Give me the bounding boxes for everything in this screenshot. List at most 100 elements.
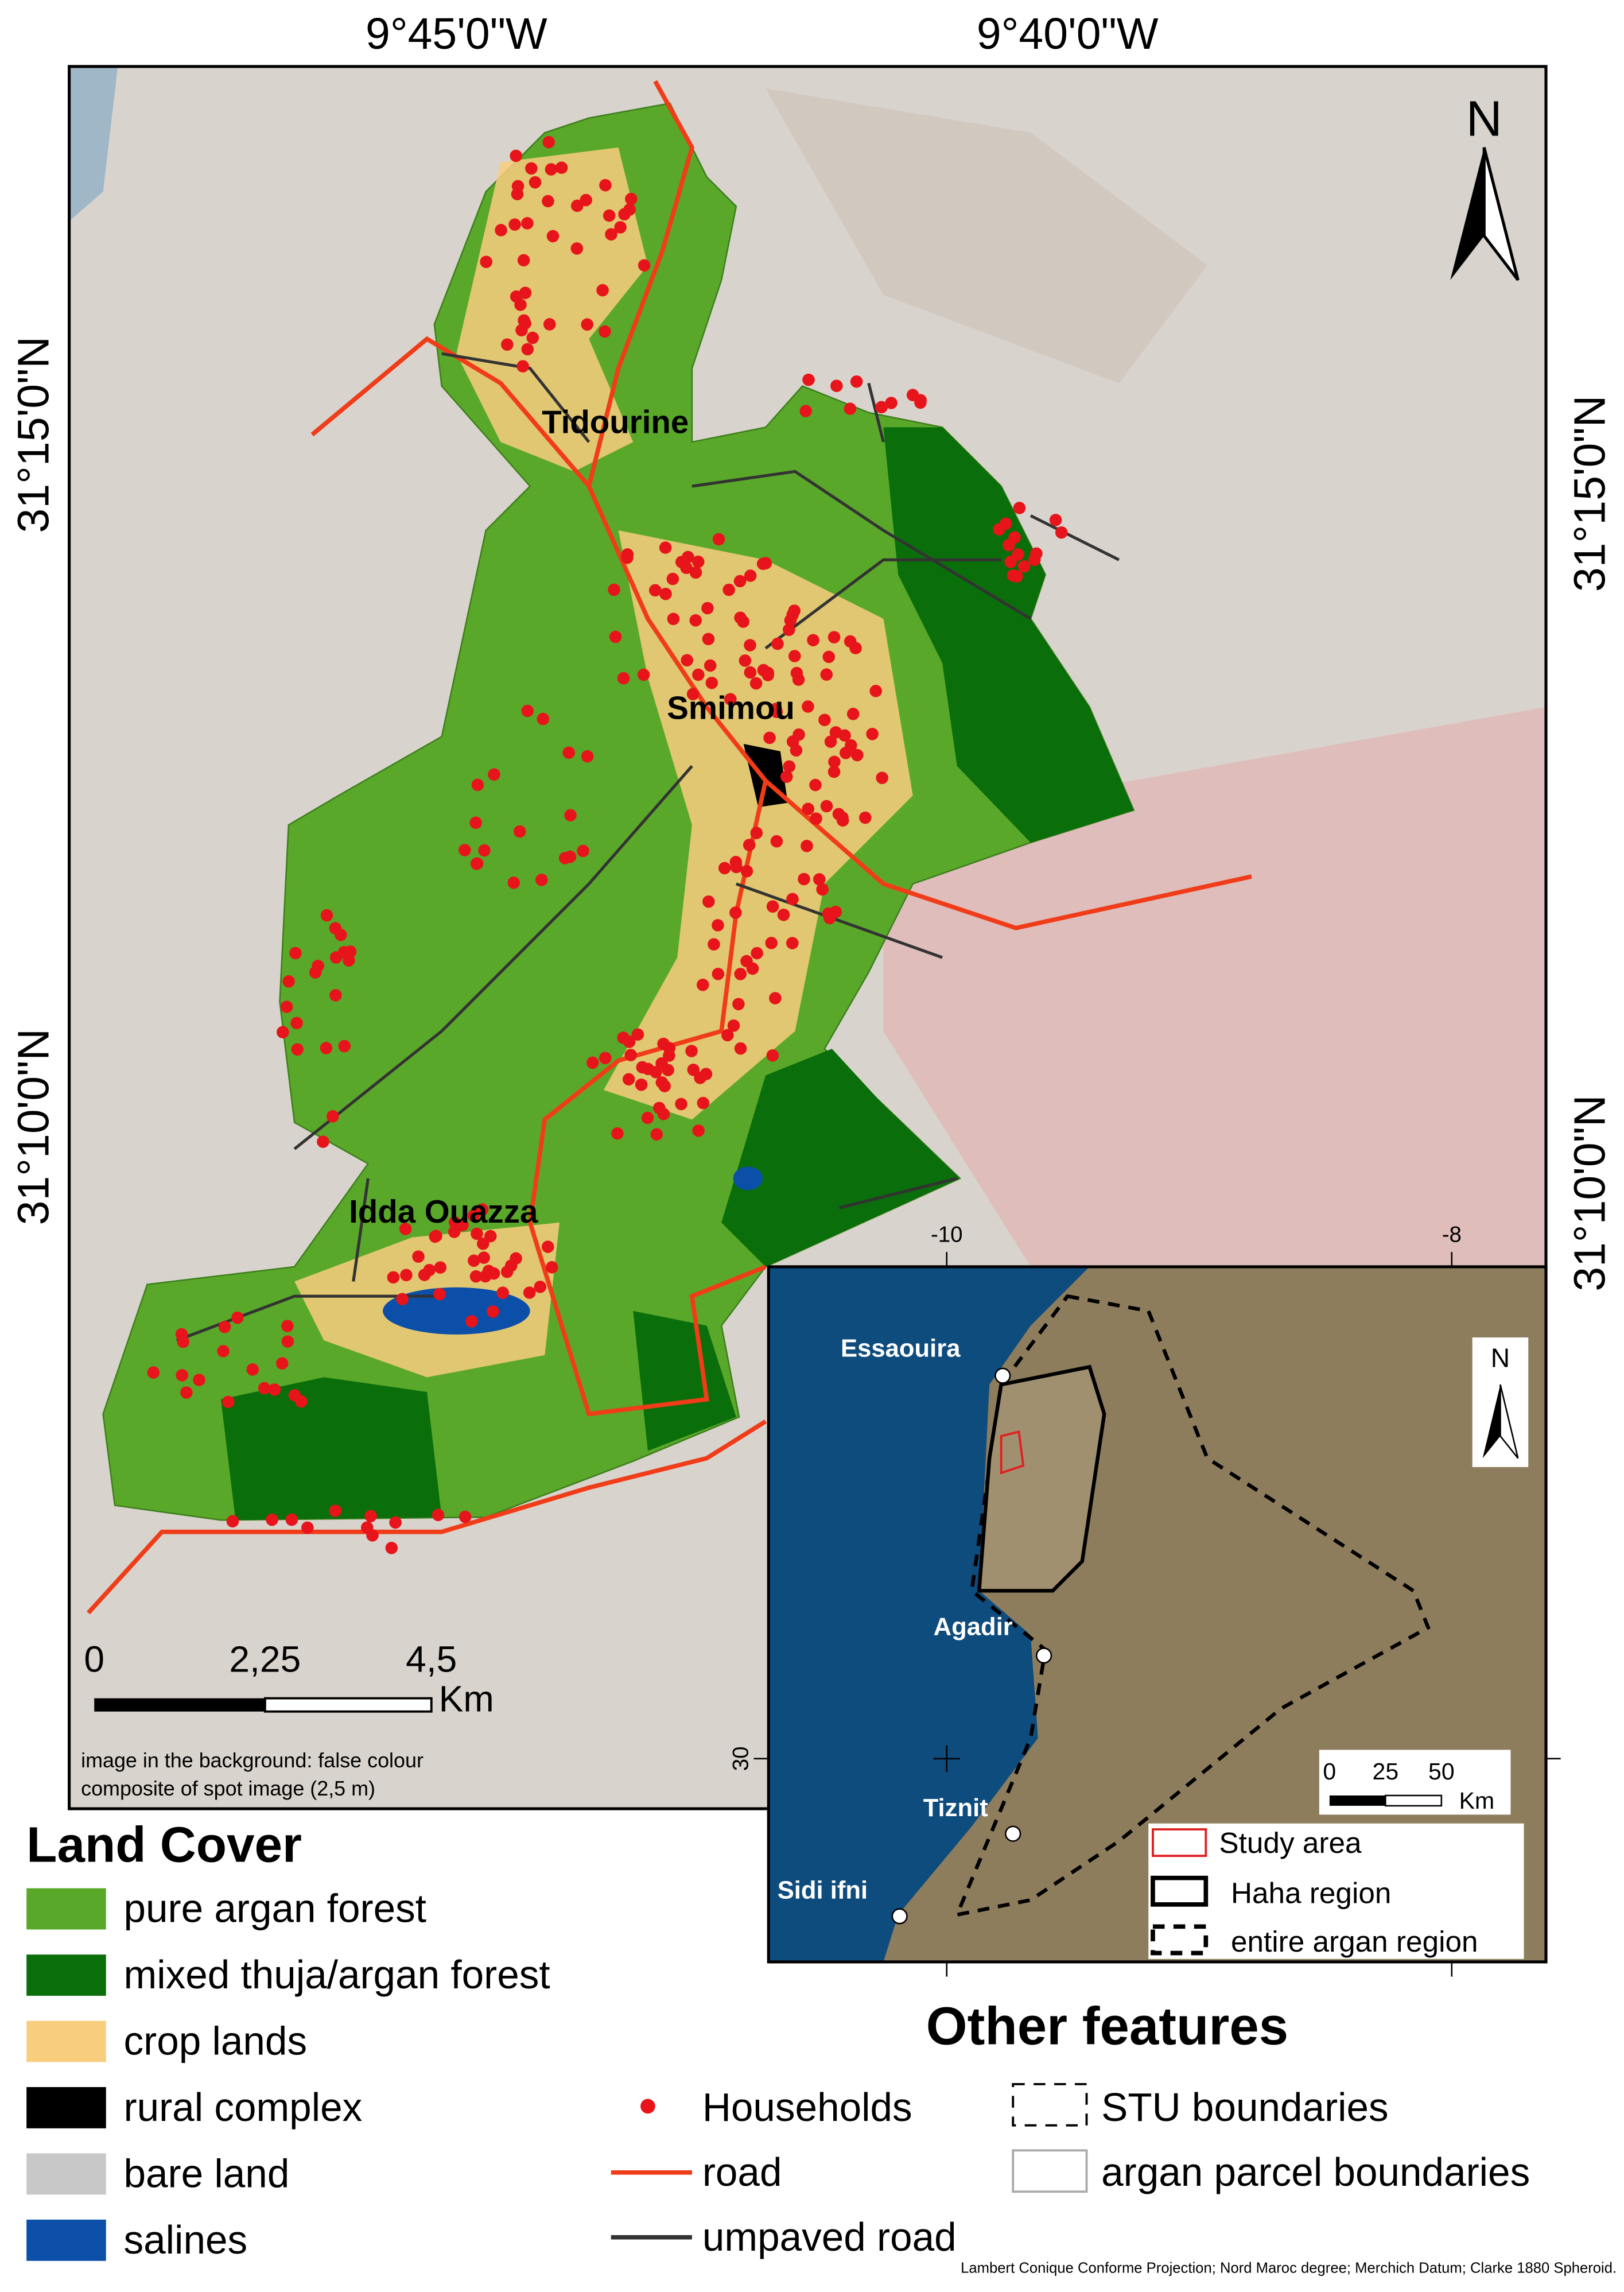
household-dot	[301, 1521, 314, 1534]
household-dot	[744, 666, 757, 679]
household-dot	[344, 945, 357, 958]
household-dot	[571, 199, 584, 212]
household-dot	[1012, 548, 1024, 561]
household-dot	[1007, 569, 1020, 582]
place-label: Smimou	[667, 689, 795, 726]
crop-lands	[603, 530, 913, 1120]
household-dot	[993, 523, 1005, 536]
household-dot	[479, 1270, 492, 1283]
inset-legend-box	[1148, 1823, 1524, 1959]
town	[891, 1908, 908, 1925]
household-dot	[511, 188, 524, 200]
household-dot	[702, 633, 715, 646]
household-dot	[766, 900, 779, 913]
household-dot	[780, 770, 793, 783]
household-dot	[541, 1240, 554, 1253]
north-arrow-shape	[1499, 1384, 1519, 1459]
household-dot	[786, 937, 799, 949]
lat-label: 31°10'0"N	[1565, 1095, 1615, 1291]
household-dot	[802, 700, 814, 713]
legend-label: road	[702, 2150, 782, 2194]
household-dot	[783, 760, 796, 773]
household-dot	[581, 750, 594, 763]
legend-label: umpaved road	[702, 2215, 957, 2259]
household-dot	[828, 755, 841, 769]
household-dot	[648, 584, 662, 597]
household-dot	[543, 318, 556, 331]
household-dot	[476, 1203, 489, 1216]
household-dot	[312, 960, 324, 972]
household-dot	[809, 778, 822, 792]
household-dot	[750, 827, 763, 839]
household-dot	[329, 922, 342, 934]
legend-label: STU boundaries	[1101, 2085, 1389, 2130]
household-dot	[231, 1311, 244, 1324]
household-dot	[712, 919, 724, 932]
note: composite of spot image (2,5 m)	[81, 1777, 375, 1800]
argan-region	[954, 1294, 1431, 1918]
household-dot	[275, 1357, 289, 1370]
town-label: Tiznit	[923, 1794, 988, 1822]
inset-legend-label: Study area	[1219, 1826, 1362, 1859]
household-dot	[799, 405, 812, 417]
household-dot	[689, 614, 702, 627]
household-dot	[389, 1516, 402, 1529]
household-dot	[771, 637, 784, 650]
scale-segment	[263, 1697, 433, 1713]
household-dot	[621, 551, 634, 564]
household-dot	[729, 856, 743, 868]
households	[147, 135, 1068, 1554]
household-dot	[820, 800, 833, 813]
main-map: Tidourine Smimou Idda Ouazza N 0 2,25 4,…	[68, 65, 1548, 1810]
scale-label: 25	[1373, 1758, 1399, 1785]
household-dot	[459, 1510, 472, 1523]
road	[527, 780, 768, 1417]
household-dot	[605, 228, 617, 241]
household-dot	[705, 677, 718, 689]
household-dot	[364, 1510, 377, 1523]
household-dot	[839, 747, 852, 759]
household-dot	[844, 402, 857, 415]
scale-segment	[1329, 1795, 1386, 1806]
household-dot	[712, 968, 725, 980]
household-dot	[689, 566, 702, 579]
household-dot	[480, 255, 493, 269]
household-dot	[650, 1128, 663, 1141]
household-dot	[822, 908, 835, 920]
household-dot	[564, 850, 577, 863]
roads	[87, 80, 1252, 1615]
household-dot	[246, 1363, 259, 1376]
inset-legend-label: Haha region	[1231, 1876, 1391, 1909]
household-dot	[222, 1395, 235, 1409]
household-dot	[418, 1269, 431, 1281]
satellite-patch	[883, 707, 1547, 1297]
household-dot	[516, 360, 529, 373]
household-dot	[290, 1017, 303, 1030]
household-dot	[432, 1508, 445, 1522]
household-dot	[495, 224, 507, 236]
household-dot	[801, 840, 813, 852]
household-dot	[846, 708, 860, 720]
scale-unit: Km	[1459, 1787, 1495, 1814]
household-dot	[535, 874, 548, 886]
household-dot	[521, 343, 534, 356]
household-dot	[691, 555, 705, 568]
household-dot	[218, 1320, 231, 1333]
household-dot	[1030, 547, 1043, 560]
legend-label: salines	[124, 2217, 248, 2262]
household-dot	[722, 583, 735, 596]
household-dot	[667, 612, 680, 626]
household-dot	[521, 704, 534, 718]
household-dot	[792, 728, 805, 741]
household-dot	[471, 778, 484, 792]
household-dot	[599, 1052, 612, 1065]
household-dot	[692, 668, 705, 681]
household-dot	[830, 379, 843, 392]
household-dot	[295, 1395, 308, 1408]
place-label: Tidourine	[542, 404, 689, 440]
household-dot	[562, 746, 575, 759]
household-dot	[770, 705, 783, 719]
household-dot	[517, 254, 530, 267]
household-dot	[813, 873, 826, 886]
legend-swatch	[640, 2099, 655, 2114]
